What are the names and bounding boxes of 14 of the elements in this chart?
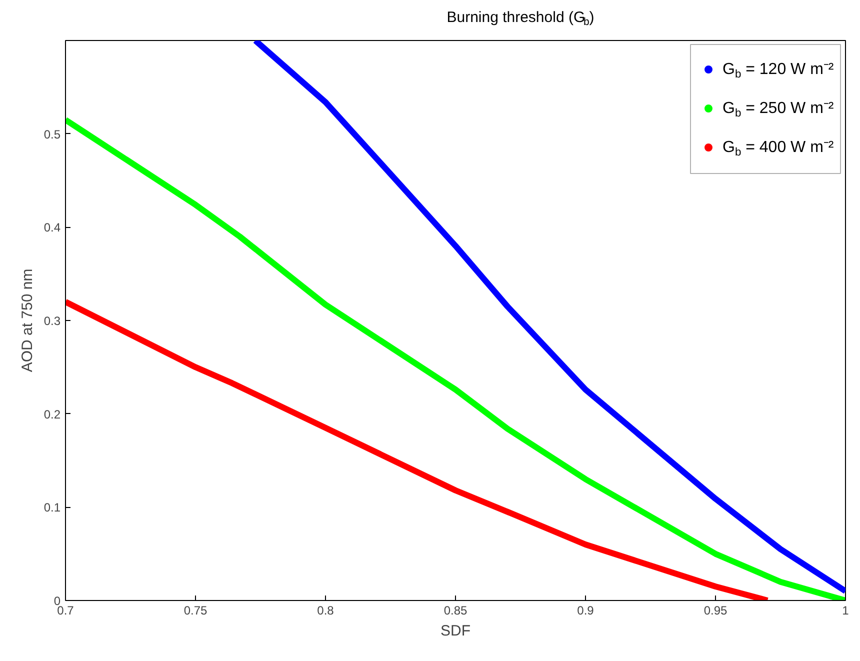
x-tick-label: 0.85 <box>444 604 468 618</box>
x-axis-title: SDF <box>440 622 470 640</box>
y-tick-label: 0.1 <box>44 500 61 515</box>
y-tick-label: 0.2 <box>44 407 61 422</box>
x-tick-label: 0.95 <box>704 604 728 618</box>
x-tick-label: 1 <box>842 604 850 618</box>
y-tick-label: 0.5 <box>44 127 61 142</box>
x-tick-label: 0.7 <box>57 604 74 618</box>
x-tick-label: 0.9 <box>577 604 594 618</box>
x-tick-label: 0.8 <box>317 604 334 618</box>
y-tick-label: 0.3 <box>44 314 61 328</box>
y-tick-label: 0.4 <box>44 220 61 235</box>
y-axis-title: AOD at 750 nm <box>18 268 36 372</box>
x-tick-label: 0.75 <box>184 604 208 618</box>
